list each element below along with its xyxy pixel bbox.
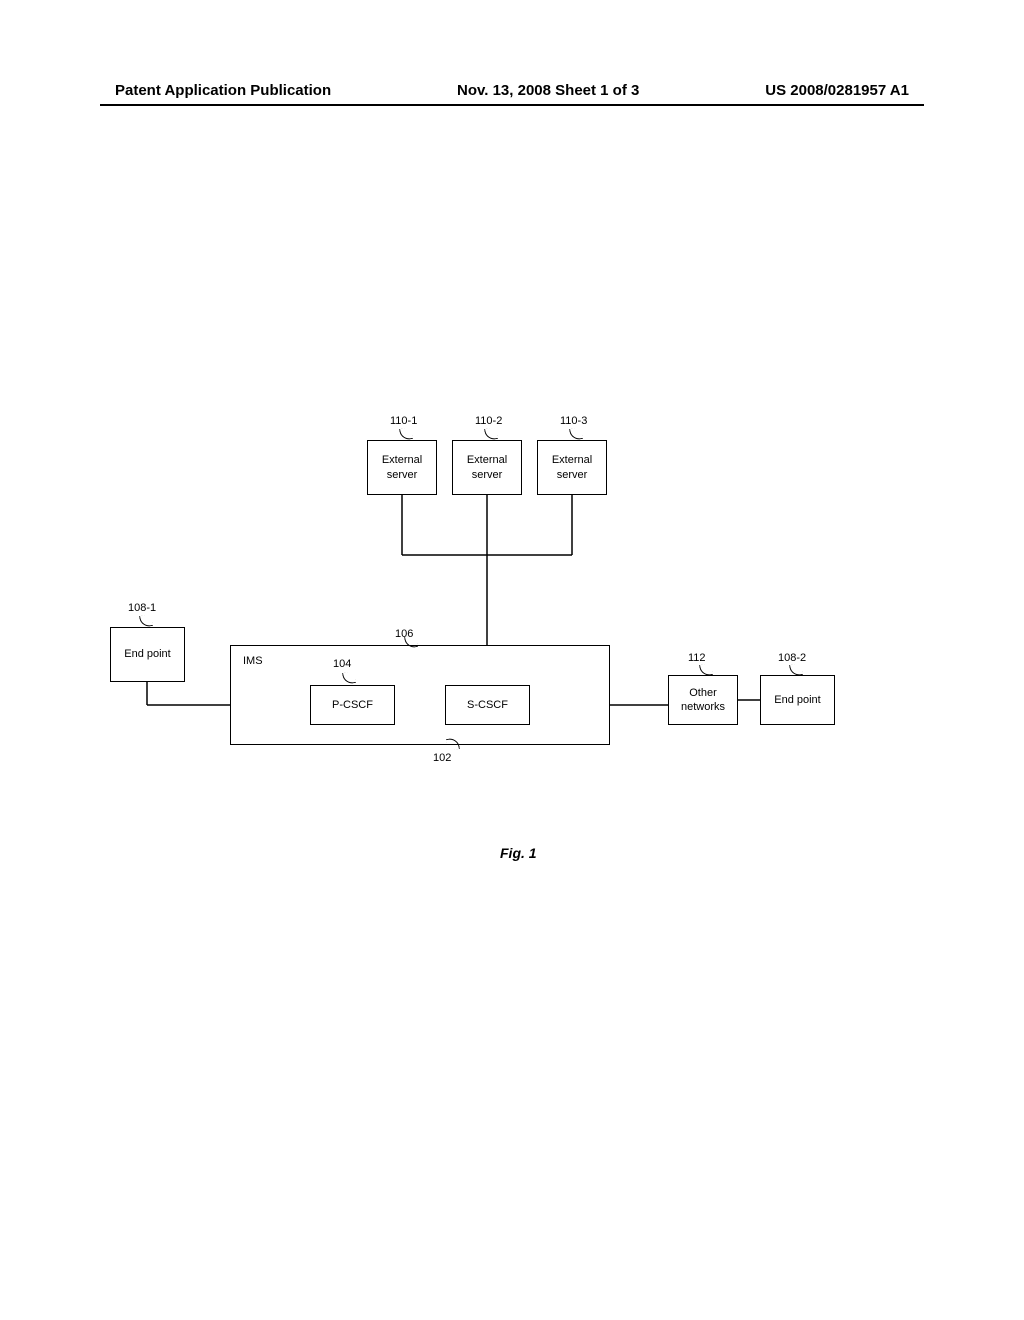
p-cscf-box: P-CSCF xyxy=(310,685,395,725)
external-server-1-label: Externalserver xyxy=(382,453,422,482)
external-server-1-box: Externalserver xyxy=(367,440,437,495)
other-networks-label: Othernetworks xyxy=(681,686,725,715)
ref-108-1: 108-1 xyxy=(128,602,156,614)
external-server-2-label: Externalserver xyxy=(467,453,507,482)
external-server-3-label: Externalserver xyxy=(552,453,592,482)
s-cscf-label: S-CSCF xyxy=(467,698,508,712)
diagram-fig1: Externalserver 110-1 Externalserver 110-… xyxy=(100,400,924,900)
s-cscf-box: S-CSCF xyxy=(445,685,530,725)
ref-108-2: 108-2 xyxy=(778,652,806,664)
page-header: Patent Application Publication Nov. 13, … xyxy=(0,82,1024,99)
ref-112: 112 xyxy=(688,652,706,664)
figure-caption: Fig. 1 xyxy=(500,845,537,861)
ref-110-3: 110-3 xyxy=(560,415,587,427)
endpoint-2-label: End point xyxy=(774,693,820,707)
ims-title: IMS xyxy=(243,654,263,668)
header-right: US 2008/0281957 A1 xyxy=(765,82,909,99)
external-server-3-box: Externalserver xyxy=(537,440,607,495)
ims-container-box: IMS xyxy=(230,645,610,745)
external-server-2-box: Externalserver xyxy=(452,440,522,495)
endpoint-2-box: End point xyxy=(760,675,835,725)
ref-102: 102 xyxy=(433,752,451,764)
header-rule xyxy=(100,104,924,106)
header-left: Patent Application Publication xyxy=(115,82,331,99)
other-networks-box: Othernetworks xyxy=(668,675,738,725)
ref-104: 104 xyxy=(333,658,351,670)
ref-110-1: 110-1 xyxy=(390,415,417,427)
endpoint-1-box: End point xyxy=(110,627,185,682)
p-cscf-label: P-CSCF xyxy=(332,698,373,712)
header-center: Nov. 13, 2008 Sheet 1 of 3 xyxy=(457,82,639,99)
ref-110-2: 110-2 xyxy=(475,415,502,427)
endpoint-1-label: End point xyxy=(124,647,170,661)
